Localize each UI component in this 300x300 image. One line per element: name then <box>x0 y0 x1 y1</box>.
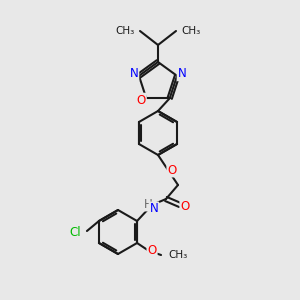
Text: N: N <box>150 202 158 215</box>
Text: O: O <box>136 94 146 107</box>
Text: CH₃: CH₃ <box>181 26 200 36</box>
Text: Cl: Cl <box>69 226 81 239</box>
Text: O: O <box>147 244 157 256</box>
Text: N: N <box>178 67 186 80</box>
Text: N: N <box>130 67 138 80</box>
Text: O: O <box>167 164 177 176</box>
Text: CH₃: CH₃ <box>116 26 135 36</box>
Text: O: O <box>180 200 190 212</box>
Text: H: H <box>144 197 152 211</box>
Text: CH₃: CH₃ <box>168 250 187 260</box>
